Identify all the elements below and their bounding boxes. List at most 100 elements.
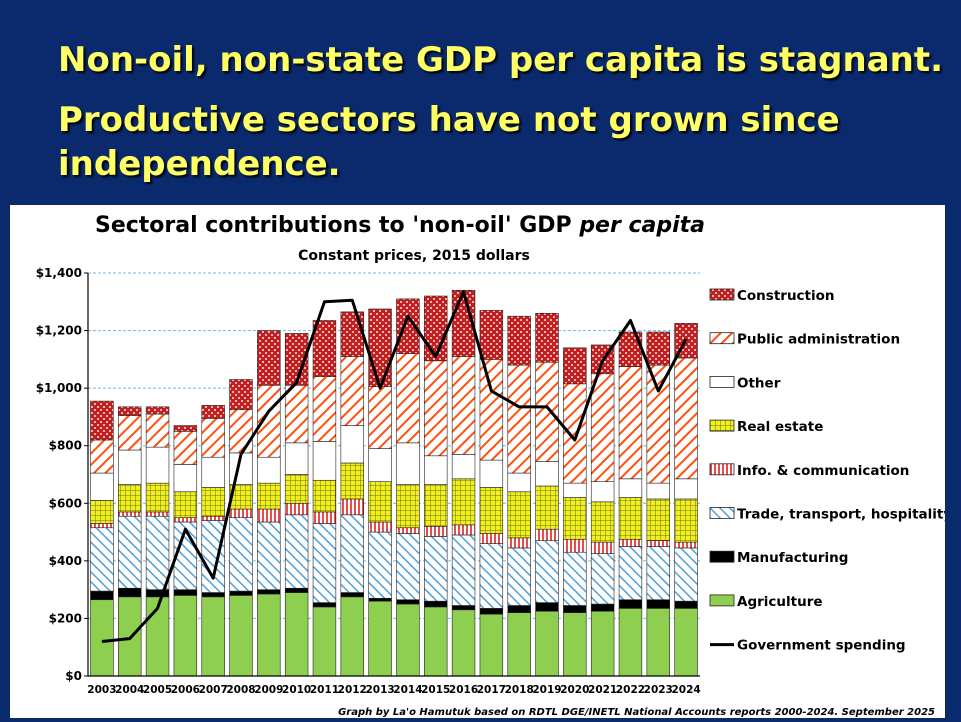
bar-real-estate	[479, 487, 504, 534]
bar-trade-transport-hospitality	[674, 547, 698, 602]
bar-real-estate	[340, 462, 364, 500]
bar-other	[90, 472, 114, 501]
chart-title: Sectoral contributions to 'non-oil' GDP …	[95, 213, 705, 238]
bar-info-communication	[507, 537, 531, 549]
bar-construction	[201, 405, 225, 419]
bar-agriculture	[535, 610, 559, 677]
bar-construction	[479, 310, 504, 360]
bar-construction	[535, 313, 559, 363]
bar-trade-transport-hospitality	[284, 514, 309, 589]
bar-agriculture	[479, 613, 504, 677]
bar-trade-transport-hospitality	[451, 534, 476, 606]
bar-other	[590, 481, 615, 503]
bar-public-administration	[424, 360, 448, 457]
bar-manufacturing	[229, 590, 253, 596]
bar-trade-transport-hospitality	[618, 546, 643, 601]
bar-public-administration	[479, 359, 504, 461]
bar-other	[674, 478, 698, 500]
bar-construction	[646, 331, 670, 366]
bar-other	[284, 442, 309, 475]
legend-label: Public administration	[737, 332, 900, 348]
bar-trade-transport-hospitality	[201, 520, 225, 593]
bar-public-administration	[284, 384, 309, 444]
bar-info-communication	[535, 528, 559, 542]
bar-public-administration	[535, 361, 559, 462]
x-tick-label: 2010	[282, 684, 311, 696]
headline-line-1: Non-oil, non-state GDP per capita is sta…	[58, 40, 944, 80]
x-tick-label: 2008	[226, 684, 255, 696]
bar-construction	[90, 400, 114, 441]
bar-trade-transport-hospitality	[535, 540, 559, 603]
bar-manufacturing	[145, 589, 170, 598]
bar-info-communication	[451, 524, 476, 536]
bar-agriculture	[173, 595, 198, 677]
bar-other	[507, 472, 531, 493]
bar-other	[479, 459, 504, 488]
x-tick-label: 2024	[671, 684, 700, 696]
bar-info-communication	[201, 515, 225, 521]
bar-other	[396, 442, 420, 485]
bar-agriculture	[396, 603, 420, 677]
bar-other	[646, 482, 670, 500]
bar-trade-transport-hospitality	[507, 547, 531, 606]
government-spending-line	[101, 290, 688, 643]
x-tick-label: 2021	[588, 684, 617, 696]
bar-trade-transport-hospitality	[118, 515, 142, 589]
bar-info-communication	[90, 523, 114, 529]
bar-other	[563, 482, 587, 498]
x-tick-label: 2022	[616, 684, 645, 696]
bar-real-estate	[118, 484, 142, 513]
x-tick-label: 2020	[560, 684, 589, 696]
x-tick-label: 2016	[449, 684, 478, 696]
bar-public-administration	[368, 386, 392, 449]
bar-info-communication	[618, 538, 643, 547]
bar-public-administration	[618, 366, 643, 480]
bar-real-estate	[507, 491, 531, 539]
x-tick-label: 2007	[199, 684, 228, 696]
bar-info-communication	[646, 540, 670, 547]
y-tick-label: $1,000	[36, 381, 82, 395]
bar-other	[257, 456, 281, 484]
y-axis-tick-labels: $0 $200 $400 $600 $800 $1,000 $1,200 $1,400	[36, 266, 82, 683]
y-tick-label: $600	[49, 496, 82, 510]
bar-trade-transport-hospitality	[479, 543, 504, 609]
bar-other	[340, 425, 364, 464]
bar-trade-transport-hospitality	[368, 531, 392, 599]
bar-construction	[424, 295, 448, 362]
x-tick-label: 2012	[338, 684, 367, 696]
legend-label: Real estate	[737, 419, 823, 435]
legend-label: Manufacturing	[737, 550, 848, 566]
x-tick-label: 2009	[254, 684, 283, 696]
bar-agriculture	[674, 608, 698, 677]
bar-manufacturing	[674, 600, 698, 609]
y-tick-label: $1,400	[36, 266, 82, 280]
bar-info-communication	[284, 502, 309, 516]
bar-trade-transport-hospitality	[340, 514, 364, 593]
bar-real-estate	[312, 479, 337, 513]
source-note: Graph by La'o Hamutuk based on RDTL DGE/…	[338, 707, 935, 718]
legend-label: Construction	[737, 288, 835, 304]
bar-agriculture	[563, 612, 587, 677]
bar-info-communication	[340, 498, 364, 516]
bar-manufacturing	[563, 605, 587, 613]
x-tick-label: 2018	[505, 684, 534, 696]
bar-agriculture	[368, 600, 392, 677]
bar-agriculture	[201, 596, 225, 677]
axes	[84, 272, 700, 677]
bar-manufacturing	[396, 599, 420, 605]
bar-manufacturing	[90, 590, 114, 601]
bar-info-communication	[479, 533, 504, 544]
bar-info-communication	[229, 508, 253, 518]
bar-public-administration	[396, 353, 420, 444]
bar-real-estate	[145, 482, 170, 513]
y-tick-label: $0	[65, 669, 82, 683]
legend-label: Info. & communication	[737, 463, 909, 479]
x-tick-label: 2003	[87, 684, 116, 696]
headline-line-2: Productive sectors have not grown since …	[58, 98, 840, 186]
bar-trade-transport-hospitality	[90, 527, 114, 592]
headline-line-3-text: independence.	[58, 144, 341, 184]
bar-info-communication	[173, 517, 198, 523]
legend-swatch	[709, 463, 735, 476]
government-spending-line-layer	[101, 290, 688, 643]
bar-public-administration	[312, 376, 337, 442]
